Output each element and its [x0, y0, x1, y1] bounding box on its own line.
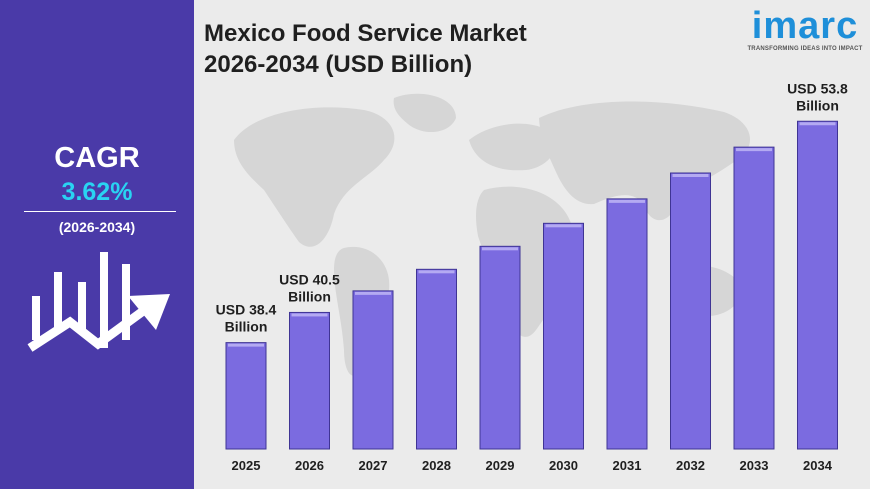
bar-2029	[479, 245, 521, 450]
bar-chart: 2025 2026 2027 2028 2029 2030 2031 2032 2033 2034…	[216, 80, 848, 473]
bar-highlight-2031	[609, 199, 645, 203]
chart-title: Mexico Food Service Market 2026-2034 (US…	[204, 18, 527, 80]
bar-2031	[606, 198, 648, 450]
data-label: USD 40.5	[279, 271, 340, 287]
x-tick-label: 2031	[613, 458, 642, 473]
cagr-label: CAGR	[54, 142, 140, 174]
cagr-period: (2026-2034)	[58, 219, 136, 235]
cagr-value: 3.62%	[61, 178, 133, 206]
x-axis-tick-labels: 2025 2026 2027 2028 2029 2030 2031 2032 2033 2034	[232, 458, 833, 473]
bar-2027	[352, 290, 394, 450]
x-tick-label: 2025	[232, 458, 261, 473]
x-tick-label: 2029	[486, 458, 515, 473]
x-tick-label: 2034	[803, 458, 833, 473]
data-label: USD 38.4	[216, 302, 277, 318]
x-tick-label: 2030	[549, 458, 578, 473]
logo-tagline: TRANSFORMING IDEAS INTO IMPACT	[747, 46, 863, 52]
x-tick-label: 2026	[295, 458, 324, 473]
bar-2028	[416, 268, 457, 450]
logo-wordmark: imarc	[751, 5, 859, 47]
bar-highlight-2034	[799, 122, 836, 126]
data-label: Billion	[288, 288, 331, 304]
data-label: Billion	[796, 97, 839, 113]
bar-2025	[225, 342, 267, 450]
chart-title-line1: Mexico Food Service Market	[204, 20, 527, 47]
chart-title-line2: 2026-2034 (USD Billion)	[204, 51, 473, 78]
bar-highlight-2028	[418, 270, 455, 274]
x-tick-label: 2028	[422, 458, 451, 473]
bar-highlight-2030	[545, 224, 582, 228]
bar-2026	[289, 311, 330, 450]
x-tick-label: 2027	[359, 458, 388, 473]
x-tick-label: 2033	[740, 458, 769, 473]
bar-highlight-2032	[672, 174, 709, 177]
bar-highlight-2025	[228, 343, 264, 347]
data-label: USD 53.8	[787, 80, 848, 96]
world-map-background	[234, 93, 751, 376]
divider	[24, 211, 176, 212]
bar-highlight-2033	[736, 148, 772, 152]
sidebar-panel: CAGR 3.62% (2026-2034)	[0, 0, 194, 489]
data-label: Billion	[225, 319, 268, 335]
growth-chart-icon	[27, 252, 170, 352]
bar-series	[225, 120, 838, 450]
bar-2032	[670, 172, 711, 450]
bar-highlight-2027	[355, 291, 391, 295]
bar-highlight-2029	[482, 247, 518, 251]
bar-2030	[543, 222, 584, 450]
bar-2033	[733, 146, 775, 450]
brand-logo: imarc TRANSFORMING IDEAS INTO IMPACT	[745, 6, 865, 52]
bar-2034	[797, 120, 838, 450]
bar-highlight-2026	[291, 313, 328, 317]
x-tick-label: 2032	[676, 458, 705, 473]
